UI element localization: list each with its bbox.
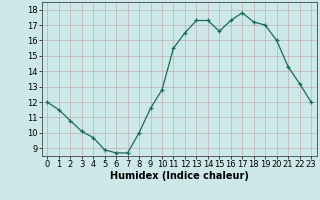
X-axis label: Humidex (Indice chaleur): Humidex (Indice chaleur) [110, 171, 249, 181]
